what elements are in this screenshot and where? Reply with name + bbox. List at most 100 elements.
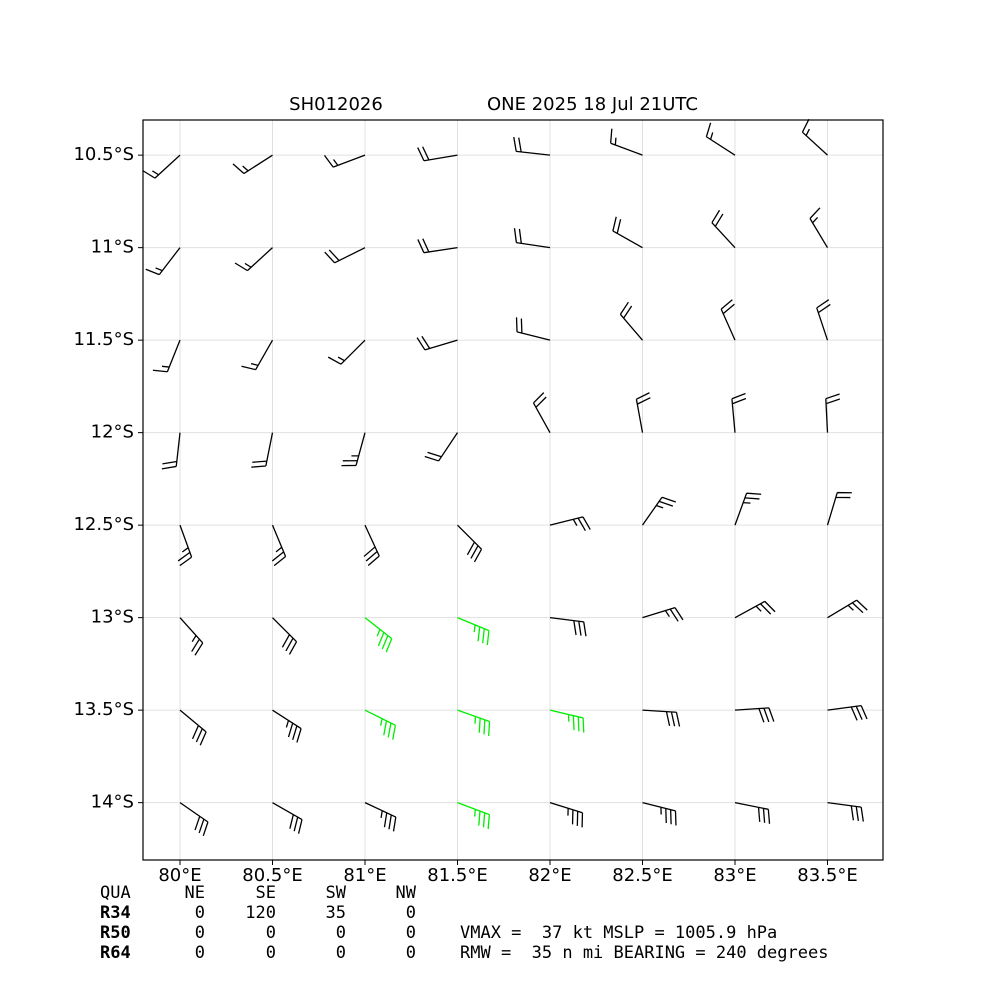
title: SH012026 bbox=[289, 94, 383, 115]
wind-barb bbox=[827, 705, 868, 721]
wind-barb bbox=[532, 392, 551, 433]
table-header: QUA bbox=[100, 883, 131, 903]
wind-barb bbox=[145, 247, 181, 276]
wind-barb bbox=[705, 122, 736, 156]
wind-barb bbox=[827, 802, 864, 822]
wind-barb bbox=[549, 802, 584, 828]
x-tick-label: 83°E bbox=[713, 865, 756, 886]
wind-barb bbox=[364, 617, 393, 653]
wind-barb bbox=[417, 146, 458, 162]
wind-barb bbox=[241, 339, 274, 371]
wind-barb bbox=[234, 247, 273, 272]
wind-barb bbox=[272, 709, 302, 743]
wind-barb bbox=[734, 600, 776, 619]
y-tick-label: 10.5°S bbox=[73, 144, 134, 165]
table-cell: 0 bbox=[406, 923, 416, 943]
wind-barb bbox=[424, 432, 459, 462]
wind-barb bbox=[323, 154, 366, 168]
x-tick-label: 81.5°E bbox=[427, 865, 487, 886]
table-cell: 0 bbox=[195, 943, 205, 963]
table-cell: 0 bbox=[406, 903, 416, 923]
wind-barb bbox=[341, 432, 366, 467]
wind-barb bbox=[417, 238, 458, 254]
barbs bbox=[142, 118, 868, 836]
wind-barb bbox=[272, 617, 298, 655]
wind-barb bbox=[549, 709, 585, 733]
y-tick-label: 12°S bbox=[91, 422, 134, 443]
table-cell: R64 bbox=[100, 943, 131, 963]
wind-barb bbox=[457, 617, 490, 646]
wind-barb bbox=[271, 524, 287, 567]
wind-barb bbox=[272, 802, 303, 834]
wind-barb bbox=[734, 802, 771, 824]
table-cell: 120 bbox=[245, 903, 276, 923]
x-tick-label: 80°E bbox=[158, 865, 201, 886]
info-line: RMW = 35 n mi BEARING = 240 degrees bbox=[460, 943, 828, 963]
y-tick-label: 14°S bbox=[91, 792, 134, 813]
wind-barb bbox=[825, 393, 841, 433]
wind-barb bbox=[364, 802, 397, 832]
subtitle: ONE 2025 18 Jul 21UTC bbox=[487, 94, 698, 115]
wind-barb bbox=[612, 216, 643, 249]
wind-barb bbox=[549, 617, 587, 637]
table-header: SW bbox=[326, 883, 347, 903]
x-tick-label: 82.5°E bbox=[612, 865, 672, 886]
wind-barb bbox=[179, 617, 204, 656]
x-tick-label: 81°E bbox=[343, 865, 386, 886]
wind-barb bbox=[179, 709, 207, 746]
table-cell: R50 bbox=[100, 923, 131, 943]
wind-barb bbox=[364, 709, 397, 740]
wind-barb bbox=[827, 599, 868, 619]
map-frame bbox=[142, 119, 884, 861]
table-header: NW bbox=[396, 883, 417, 903]
wind-barb bbox=[610, 128, 643, 156]
table-cell: 0 bbox=[336, 943, 346, 963]
wind-barb bbox=[731, 392, 747, 433]
table-cell: R34 bbox=[100, 903, 131, 923]
wind-barb bbox=[809, 207, 829, 248]
wind-barb bbox=[363, 524, 380, 567]
wind-barb bbox=[457, 524, 483, 563]
table-cell: 0 bbox=[406, 943, 416, 963]
wind-barb bbox=[816, 299, 831, 341]
wind-barb bbox=[642, 802, 677, 826]
wind-barb bbox=[416, 335, 458, 351]
wind-barb bbox=[161, 432, 181, 470]
wind-barb bbox=[457, 709, 491, 737]
wind-barb bbox=[801, 118, 828, 156]
wind-barb bbox=[513, 136, 551, 156]
table-cell: 0 bbox=[195, 903, 205, 923]
wind-barb bbox=[641, 496, 676, 526]
wind-barb bbox=[711, 209, 736, 249]
wind-barb bbox=[177, 524, 193, 567]
y-tick-label: 11.5°S bbox=[73, 329, 134, 350]
wind-barb bbox=[324, 247, 366, 264]
wind-barb bbox=[826, 491, 852, 526]
wind-barb bbox=[734, 707, 775, 723]
wind-barb bbox=[152, 339, 181, 373]
wind-barb bbox=[642, 709, 681, 727]
wind-barb bbox=[642, 607, 684, 622]
table-header: NE bbox=[185, 883, 205, 903]
y-tick-label: 11°S bbox=[91, 237, 134, 258]
table-cell: 0 bbox=[266, 923, 276, 943]
table-cell: 0 bbox=[266, 943, 276, 963]
wind-barb bbox=[619, 301, 643, 341]
wind-barb bbox=[734, 492, 762, 526]
x-tick-label: 82°E bbox=[528, 865, 571, 886]
wind-barb bbox=[232, 154, 273, 175]
info-line: VMAX = 37 kt MSLP = 1005.9 hPa bbox=[460, 923, 777, 943]
wind-barb bbox=[327, 339, 366, 365]
table-cell: 0 bbox=[336, 923, 346, 943]
x-tick-label: 80.5°E bbox=[242, 865, 302, 886]
y-tick-label: 12.5°S bbox=[73, 514, 134, 535]
table-cell: 35 bbox=[326, 903, 346, 923]
wind-barb bbox=[142, 154, 181, 179]
wind-barb bbox=[457, 802, 490, 830]
wind-barb bbox=[251, 432, 274, 468]
wind-barb bbox=[720, 299, 736, 341]
wind-barb bbox=[549, 516, 591, 532]
wind-barb bbox=[515, 317, 551, 341]
